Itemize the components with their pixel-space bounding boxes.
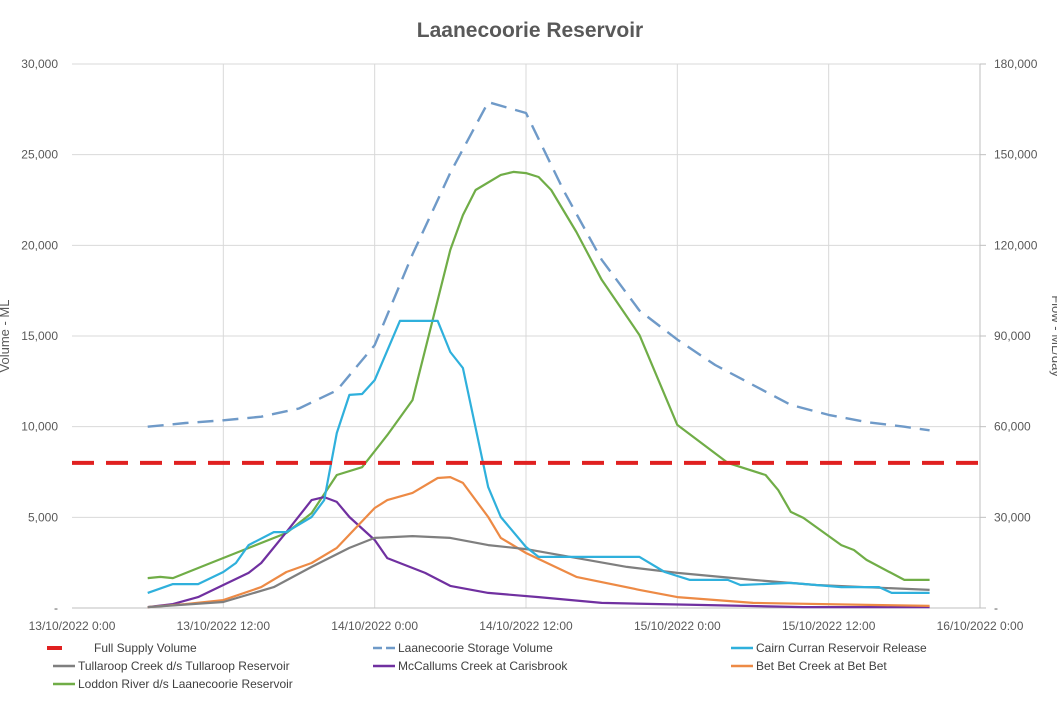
y-axis-right: - 30,000 60,000 90,000 120,000 150,000 180,000 — [979, 57, 1038, 615]
legend-label: Bet Bet Creek at Bet Bet — [756, 659, 887, 673]
y-tick-label: 5,000 — [28, 510, 58, 524]
x-tick-label: 15/10/2022 12:00 — [782, 619, 876, 633]
legend-item: Cairn Curran Reservoir Release — [731, 641, 927, 655]
y2-tick-label: - — [994, 601, 998, 615]
y2-tick-label: 120,000 — [994, 238, 1038, 252]
y-tick-label: - — [54, 601, 58, 615]
y2-tick-label: 60,000 — [994, 420, 1031, 434]
x-tick-label: 14/10/2022 12:00 — [479, 619, 573, 633]
series-line-tullaroop-creek-d-s-tullaroop-reservoir — [147, 534, 930, 609]
series-line-loddon-river-d-s-laanecoorie-reservoir — [147, 170, 930, 582]
y-tick-label: 20,000 — [21, 238, 58, 252]
x-axis: 13/10/2022 0:00 13/10/2022 12:00 14/10/202… — [29, 607, 1024, 633]
legend-label: Full Supply Volume — [94, 641, 197, 655]
x-tick-label: 13/10/2022 0:00 — [29, 619, 116, 633]
series-line-laanecoorie-storage-volume — [147, 100, 930, 432]
y2-tick-label: 180,000 — [994, 57, 1038, 71]
series-line-cairn-curran-reservoir-release — [147, 319, 930, 595]
legend-label: Loddon River d/s Laanecoorie Reservoir — [78, 677, 293, 691]
series-line-bet-bet-creek-at-bet-bet — [147, 476, 930, 609]
x-tick-label: 13/10/2022 12:00 — [177, 619, 271, 633]
series-lines — [72, 100, 980, 609]
legend-item: Laanecoorie Storage Volume — [373, 641, 553, 655]
x-tick-label: 16/10/2022 0:00 — [937, 619, 1024, 633]
y2-tick-label: 30,000 — [994, 510, 1031, 524]
legend-item: Loddon River d/s Laanecoorie Reservoir — [53, 677, 293, 691]
y-tick-label: 30,000 — [21, 57, 58, 71]
y-axis-left: - 5,000 10,000 15,000 20,000 25,000 30,000 — [21, 57, 58, 615]
legend-item: Full Supply Volume — [47, 641, 197, 655]
legend-item: McCallums Creek at Carisbrook — [373, 659, 568, 673]
y-tick-label: 25,000 — [21, 148, 58, 162]
x-tick-label: 15/10/2022 0:00 — [634, 619, 721, 633]
y-tick-label: 15,000 — [21, 329, 58, 343]
legend-item: Tullaroop Creek d/s Tullaroop Reservoir — [53, 659, 290, 673]
legend-label: Laanecoorie Storage Volume — [398, 641, 553, 655]
y2-tick-label: 150,000 — [994, 148, 1038, 162]
legend-label: Tullaroop Creek d/s Tullaroop Reservoir — [78, 659, 290, 673]
y-tick-label: 10,000 — [21, 420, 58, 434]
x-tick-label: 14/10/2022 0:00 — [331, 619, 418, 633]
chart-title: Laanecoorie Reservoir — [417, 19, 643, 42]
legend-item: Bet Bet Creek at Bet Bet — [731, 659, 887, 673]
y2-axis-label: Flow - ML/day — [1049, 295, 1057, 377]
gridlines — [72, 63, 980, 609]
y2-tick-label: 90,000 — [994, 329, 1031, 343]
legend: Full Supply Volume Laanecoorie Storage Vo… — [47, 641, 927, 691]
legend-label: Cairn Curran Reservoir Release — [756, 641, 927, 655]
series-line-mccallums-creek-at-carisbrook — [147, 496, 930, 609]
y-axis-label: Volume - ML — [0, 300, 12, 373]
legend-label: McCallums Creek at Carisbrook — [398, 659, 568, 673]
